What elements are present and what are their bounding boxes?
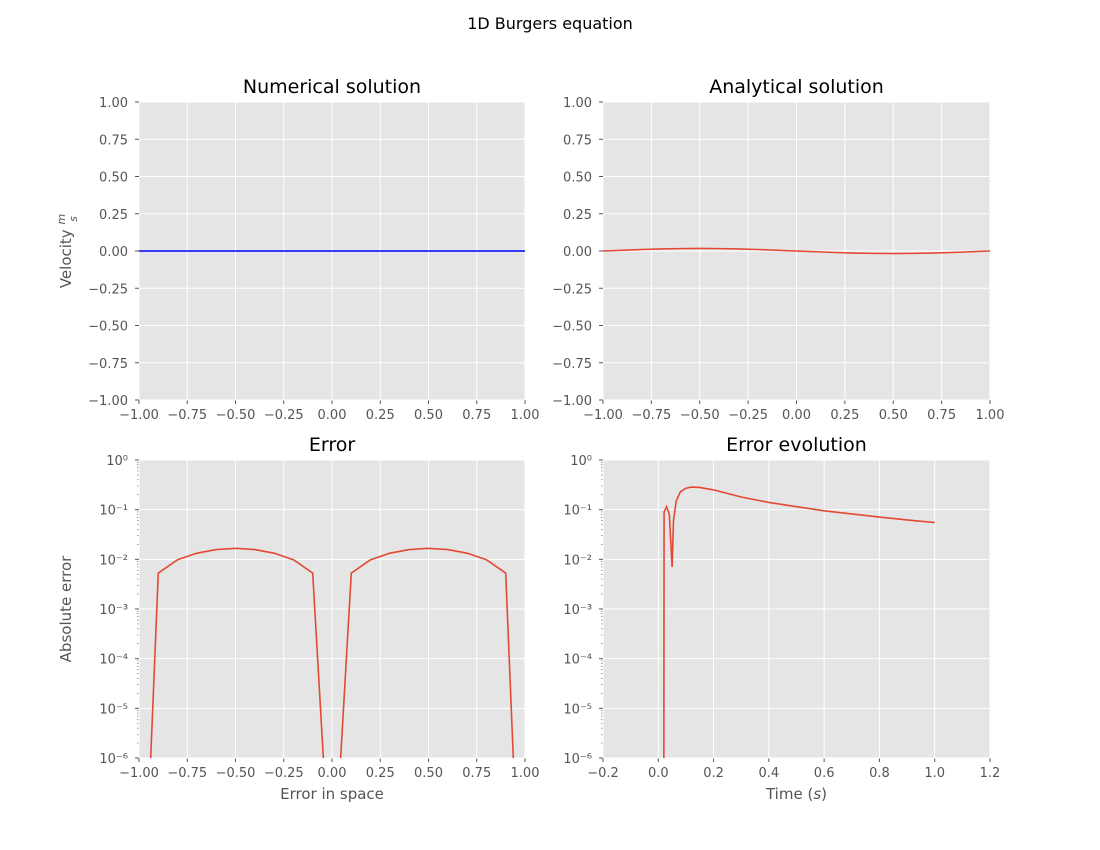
error-evolution-x-tick-label: 0.8 (869, 766, 890, 781)
error-evolution-x-axis-label: Time (s) (765, 785, 827, 803)
error-evolution-x-tick-label: −0.2 (587, 766, 619, 781)
error-evolution-x-tick-label: 0.4 (759, 766, 780, 781)
error-evolution-title: Error evolution (726, 434, 867, 456)
analytical-solution-y-tick-label: 0.50 (563, 171, 592, 186)
error-evolution-y-tick-label: 10⁻⁵ (563, 702, 592, 717)
error-evolution-y-tick-label: 10⁻¹ (563, 504, 592, 519)
error-y-tick-label: 10⁻¹ (99, 504, 128, 519)
error-x-tick-label: 0.00 (318, 766, 347, 781)
error-x-tick-label: 0.25 (366, 766, 395, 781)
panel-error: −1.00 −0.75 −0.50 −0.25 0.00 0.25 0.50 0.75 1.00… (57, 434, 540, 803)
numerical-solution-y-tick-label: −0.50 (88, 320, 128, 335)
error-series-line (149, 547, 515, 758)
analytical-solution-y-tick-label: 0.00 (563, 245, 592, 260)
numerical-solution-x-tick-label: −0.25 (264, 408, 304, 423)
error-x-tick-label: −0.25 (264, 766, 304, 781)
numerical-solution-x-tick-label: −0.75 (167, 408, 207, 423)
analytical-solution-y-tick-label: −0.50 (552, 320, 592, 335)
numerical-solution-x-tick-label: −1.00 (119, 408, 159, 423)
figure-suptitle: 1D Burgers equation (467, 14, 633, 33)
panel-error-evolution: −0.2 0.0 0.2 0.4 0.6 0.8 1.0 1.2 10⁻⁶ 10⁻⁵ 10⁻⁴ 10⁻… (563, 434, 1001, 803)
error-y-tick-label: 10⁻³ (99, 603, 128, 618)
analytical-solution-x-tick-label: 0.75 (927, 408, 956, 423)
numerical-solution-y-tick-label: −0.75 (88, 357, 128, 372)
numerical-solution-y-tick-label: −1.00 (88, 394, 128, 409)
panel-analytical-solution: −1.00 −0.75 −0.50 −0.25 0.00 0.25 0.50 0.75 1.00… (552, 76, 1004, 423)
numerical-solution-y-tick-label: −0.25 (88, 282, 128, 297)
error-y-tick-label: 10⁻⁴ (99, 653, 128, 668)
analytical-solution-y-tick-label: 1.00 (563, 96, 592, 111)
error-x-tick-label: −1.00 (119, 766, 159, 781)
error-x-tick-label: 1.00 (511, 766, 540, 781)
error-x-tick-label: 0.50 (414, 766, 443, 781)
error-y-tick-label: 10⁻⁵ (99, 702, 128, 717)
numerical-solution-x-tick-label: 0.75 (462, 408, 491, 423)
analytical-solution-x-tick-label: 0.00 (782, 408, 811, 423)
error-evolution-x-tick-label: 0.6 (814, 766, 835, 781)
error-evolution-y-tick-label: 10⁻² (563, 553, 592, 568)
error-evolution-y-tick-label: 10⁻⁶ (563, 752, 592, 767)
analytical-solution-x-tick-label: −0.50 (680, 408, 720, 423)
analytical-solution-y-tick-label: −0.75 (552, 357, 592, 372)
analytical-solution-x-tick-label: −0.75 (631, 408, 671, 423)
numerical-solution-y-tick-label: 1.00 (99, 96, 128, 111)
error-evolution-y-tick-label: 10⁻³ (563, 603, 592, 618)
error-evolution-x-tick-label: 0.0 (648, 766, 669, 781)
analytical-solution-y-tick-label: −0.25 (552, 282, 592, 297)
numerical-solution-title: Numerical solution (243, 76, 421, 98)
numerical-solution-y-tick-label: 0.50 (99, 171, 128, 186)
error-y-tick-label: 10⁰ (106, 454, 128, 469)
error-evolution-y-tick-label: 10⁰ (570, 454, 592, 469)
analytical-solution-x-tick-label: 0.50 (879, 408, 908, 423)
error-x-tick-label: 0.75 (462, 766, 491, 781)
analytical-solution-title: Analytical solution (709, 76, 884, 98)
error-x-tick-label: −0.75 (167, 766, 207, 781)
error-x-tick-label: −0.50 (216, 766, 256, 781)
numerical-solution-x-tick-label: 1.00 (511, 408, 540, 423)
analytical-solution-x-tick-label: −1.00 (583, 408, 623, 423)
numerical-solution-y-tick-label: 0.75 (99, 133, 128, 148)
analytical-solution-x-tick-label: 1.00 (976, 408, 1005, 423)
numerical-solution-y-axis-label: Velocity ms (55, 214, 80, 288)
analytical-solution-y-tick-label: 0.75 (563, 133, 592, 148)
error-evolution-x-tick-label: 0.2 (703, 766, 724, 781)
error-y-axis-label: Absolute error (57, 555, 75, 662)
error-evolution-y-tick-label: 10⁻⁴ (563, 653, 592, 668)
error-evolution-x-tick-label: 1.0 (924, 766, 945, 781)
error-title: Error (309, 434, 356, 456)
error-x-axis-label: Error in space (280, 785, 384, 803)
analytical-solution-y-tick-label: 0.25 (563, 208, 592, 223)
error-y-tick-label: 10⁻² (99, 553, 128, 568)
analytical-solution-series-line (603, 247, 990, 255)
numerical-solution-x-tick-label: 0.00 (318, 408, 347, 423)
error-evolution-series-line (663, 486, 935, 758)
numerical-solution-x-tick-label: 0.25 (366, 408, 395, 423)
analytical-solution-x-tick-label: −0.25 (728, 408, 768, 423)
numerical-solution-y-tick-label: 0.00 (99, 245, 128, 260)
numerical-solution-x-tick-label: −0.50 (216, 408, 256, 423)
analytical-solution-y-tick-label: −1.00 (552, 394, 592, 409)
numerical-solution-y-tick-label: 0.25 (99, 208, 128, 223)
numerical-solution-x-tick-label: 0.50 (414, 408, 443, 423)
error-evolution-x-tick-label: 1.2 (980, 766, 1001, 781)
analytical-solution-x-tick-label: 0.25 (830, 408, 859, 423)
error-y-tick-label: 10⁻⁶ (99, 752, 128, 767)
panel-numerical-solution: −1.00 −0.75 −0.50 −0.25 0.00 0.25 0.50 0.75 1.00… (55, 76, 539, 423)
